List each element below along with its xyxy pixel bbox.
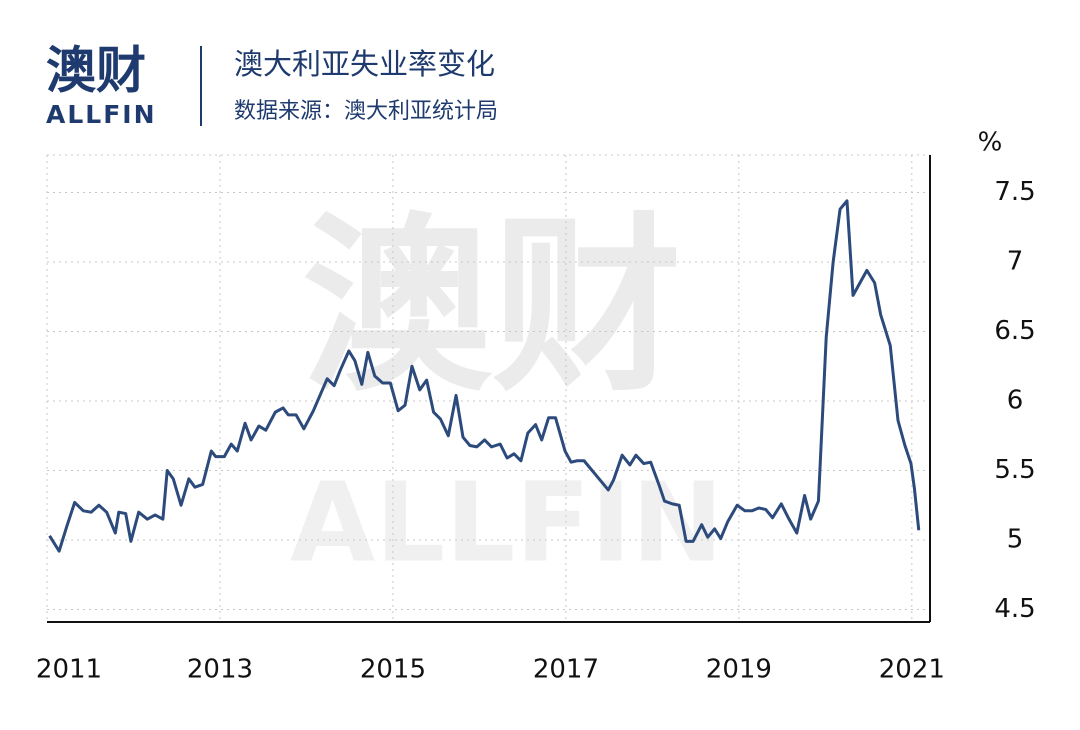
x-tick-label: 2017 [533, 655, 599, 685]
x-tick-label: 2021 [879, 655, 945, 685]
logo-sub: ALLFIN [46, 100, 157, 129]
y-tick-label: 6.5 [994, 316, 1035, 346]
y-tick-label: 5.5 [994, 455, 1035, 485]
watermark-sub: ALLFIN [290, 458, 723, 586]
y-tick-label: 4.5 [994, 594, 1035, 624]
y-tick-label: 5 [1007, 524, 1024, 554]
y-tick-label: 7.5 [994, 177, 1035, 207]
watermark: 澳财 [302, 196, 682, 417]
y-tick-label: 7 [1007, 247, 1024, 277]
x-tick-label: 2019 [706, 655, 772, 685]
x-tick-label: 2013 [187, 655, 253, 685]
y-tick-label: 6 [1007, 386, 1024, 416]
x-tick-label: 2015 [360, 655, 426, 685]
logo: 澳财 [46, 42, 146, 100]
data-line [48, 199, 921, 553]
y-unit: % [978, 128, 1003, 158]
chart-title: 澳大利亚失业率变化 [234, 47, 495, 81]
chart-subtitle: 数据来源：澳大利亚统计局 [234, 99, 498, 124]
x-tick-label: 2011 [36, 655, 102, 685]
